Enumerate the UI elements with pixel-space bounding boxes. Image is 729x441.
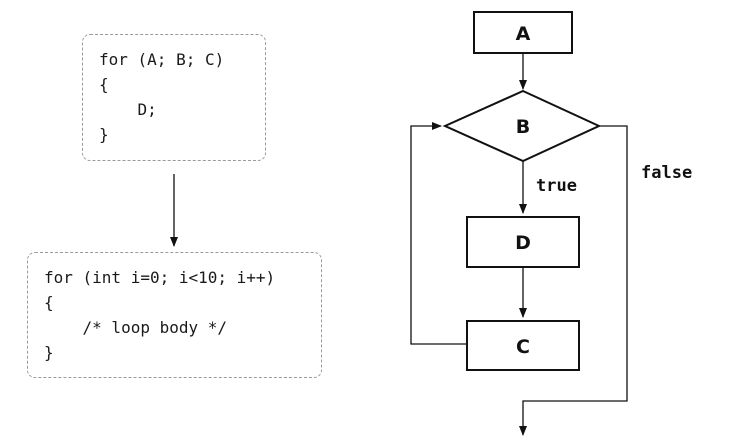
code-line: /* loop body */ [44, 318, 228, 337]
code-line: } [44, 343, 54, 362]
edge-condition-false-exit [519, 125, 628, 436]
generic-for-code-box: for (A; B; C) { D; } [82, 34, 266, 161]
false-branch-label: false [641, 163, 692, 183]
code-line: { [44, 293, 54, 312]
node-condition-label: B [516, 116, 530, 138]
true-branch-label: true [536, 176, 577, 196]
node-body-label: D [515, 232, 531, 254]
code-line: D; [99, 100, 157, 119]
edge-update-loop-back [410, 122, 467, 345]
node-body-box: D [466, 216, 580, 268]
code-line: for (int i=0; i<10; i++) [44, 268, 276, 287]
node-update-label: C [516, 336, 530, 358]
node-condition-diamond: B [442, 89, 602, 163]
node-update-box: C [466, 320, 580, 371]
code-line: } [99, 125, 109, 144]
node-init-label: A [516, 23, 531, 45]
node-init-box: A [473, 11, 573, 54]
example-for-code-box: for (int i=0; i<10; i++) { /* loop body … [27, 252, 322, 378]
code-line: { [99, 75, 109, 94]
code-line: for (A; B; C) [99, 50, 225, 69]
